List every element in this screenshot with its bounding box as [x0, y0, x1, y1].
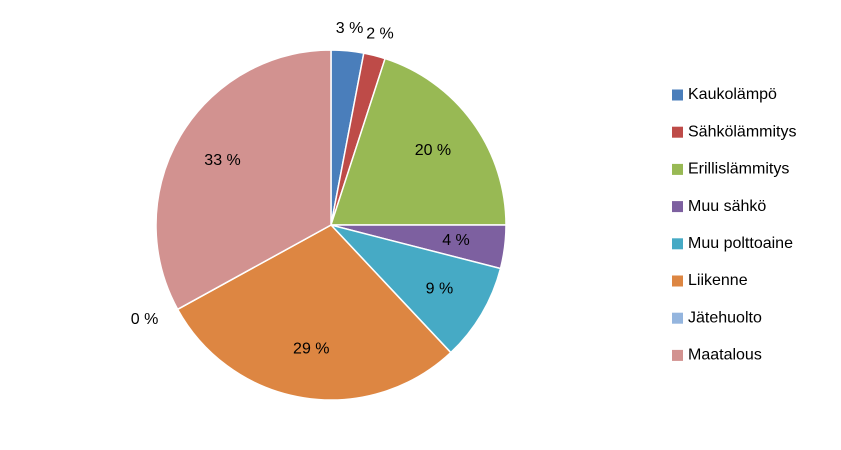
legend-label: Muu polttoaine	[688, 235, 793, 252]
legend-label: Erillislämmitys	[688, 161, 789, 178]
data-label: 33 %	[204, 152, 240, 169]
data-label: 4 %	[442, 232, 470, 249]
legend-swatch	[672, 201, 683, 213]
pie-slice	[176, 224, 452, 401]
pie-slice	[328, 223, 502, 354]
legend-label: Jätehuolto	[688, 309, 762, 326]
legend-swatch	[672, 275, 683, 287]
legend-swatch	[672, 238, 683, 250]
legend-label: Kaukolämpö	[688, 86, 777, 103]
legend-label: Liikenne	[688, 272, 748, 289]
data-label: 0 %	[131, 311, 159, 328]
legend-label: Sähkölämmitys	[688, 123, 796, 140]
legend-label: Maatalous	[688, 347, 762, 364]
data-label: 29 %	[293, 341, 329, 358]
pie-slice	[155, 49, 332, 311]
data-label: 2 %	[366, 25, 394, 42]
data-label: 9 %	[426, 280, 454, 297]
pie-slice	[329, 57, 507, 226]
legend-swatch	[672, 349, 683, 361]
legend-swatch	[672, 89, 683, 101]
legend-swatch	[672, 126, 683, 138]
legend-swatch	[672, 163, 683, 175]
data-label: 3 %	[336, 20, 364, 37]
legend-label: Muu sähkö	[688, 198, 766, 215]
data-label: 20 %	[415, 142, 451, 159]
legend-swatch	[672, 312, 683, 324]
